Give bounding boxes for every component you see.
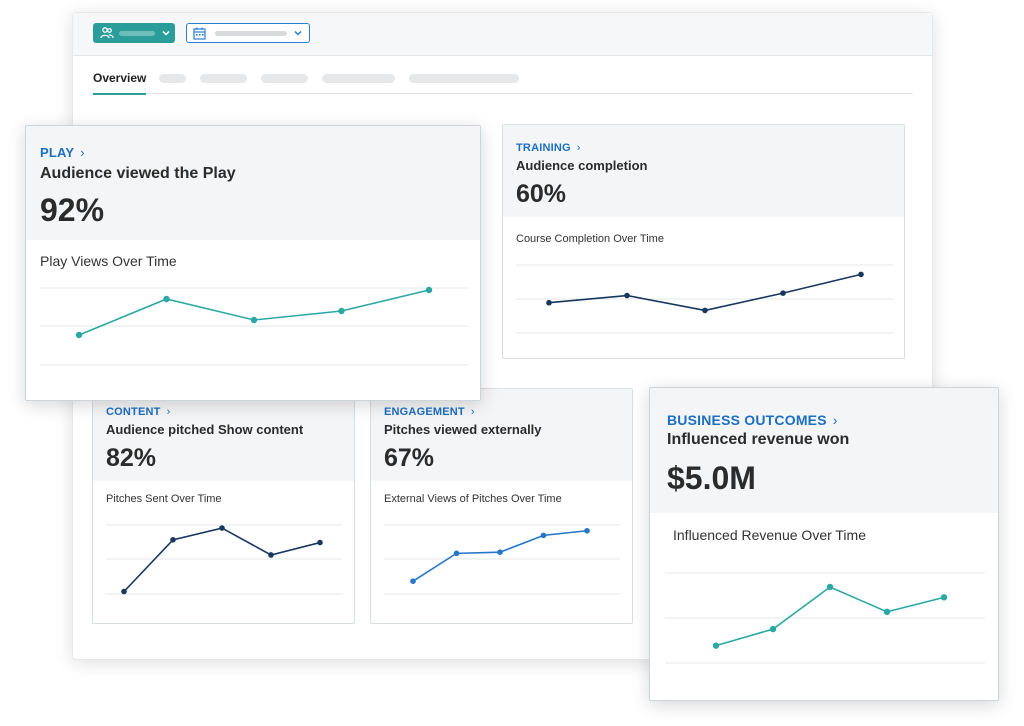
card-title: Pitches viewed externally [384, 422, 542, 437]
card-category-link[interactable]: PLAY › [40, 145, 85, 160]
line-chart [40, 286, 468, 366]
card-title: Audience completion [516, 158, 648, 173]
data-point[interactable] [826, 583, 834, 591]
data-point[interactable] [268, 552, 274, 558]
data-point[interactable] [883, 608, 891, 616]
card-category-link[interactable]: CONTENT › [106, 406, 170, 418]
line-chart [384, 524, 620, 595]
chevron-right-icon: › [470, 406, 475, 418]
chevron-right-icon: › [832, 412, 838, 428]
play-card[interactable]: PLAY › Audience viewed the Play 92% Play … [25, 125, 481, 401]
card-metric-value: $5.0M [667, 460, 756, 496]
card-title: Audience viewed the Play [40, 165, 236, 182]
data-point[interactable] [410, 578, 416, 584]
team-dropdown[interactable] [93, 23, 175, 43]
team-icon [100, 27, 114, 39]
data-point[interactable] [940, 594, 948, 601]
chevron-right-icon: › [80, 145, 85, 160]
data-point[interactable] [219, 525, 225, 531]
series-line [715, 586, 945, 647]
card-metric-value: 82% [106, 444, 157, 472]
category-label: TRAINING [516, 142, 571, 154]
chart-title: Influenced Revenue Over Time [673, 527, 866, 543]
tab-placeholder[interactable] [322, 74, 395, 83]
chevron-right-icon: › [166, 406, 171, 418]
tab-bar: Overview [93, 67, 913, 95]
data-point[interactable] [540, 532, 547, 539]
data-point[interactable] [584, 527, 590, 534]
calendar-icon [193, 27, 206, 40]
date-range-placeholder [215, 31, 287, 36]
data-point[interactable] [769, 625, 777, 633]
chevron-down-icon [294, 30, 302, 36]
card-category-link[interactable]: BUSINESS OUTCOMES › [667, 412, 838, 428]
tab-placeholder[interactable] [200, 74, 247, 83]
date-range-dropdown[interactable] [186, 23, 310, 43]
category-label: BUSINESS OUTCOMES [667, 412, 827, 428]
card-title: Influenced revenue won [667, 431, 850, 448]
card-category-link[interactable]: TRAINING › [516, 142, 581, 154]
content-card[interactable]: CONTENT › Audience pitched Show content 8… [92, 388, 355, 624]
training-card[interactable]: TRAINING › Audience completion 60% Course… [502, 124, 905, 359]
data-point[interactable] [425, 286, 433, 294]
card-category-link[interactable]: ENGAGEMENT › [384, 406, 475, 418]
chevron-down-icon [162, 30, 170, 36]
data-point[interactable] [317, 539, 323, 546]
card-metric-value: 60% [516, 180, 567, 208]
data-point[interactable] [170, 537, 176, 543]
card-metric-value: 92% [40, 192, 105, 228]
data-point[interactable] [121, 588, 127, 595]
data-point[interactable] [75, 331, 83, 339]
card-header [371, 389, 632, 481]
card-header [93, 389, 354, 481]
card-title: Audience pitched Show content [106, 422, 304, 437]
series-line [78, 289, 430, 336]
data-point[interactable] [250, 316, 258, 324]
category-label: ENGAGEMENT [384, 406, 465, 418]
data-point[interactable] [546, 299, 552, 306]
team-dropdown-placeholder [119, 31, 155, 36]
line-chart [665, 572, 985, 664]
card-header [503, 125, 904, 217]
data-point[interactable] [453, 550, 460, 557]
data-point[interactable] [780, 290, 786, 296]
chart-title: Course Completion Over Time [516, 233, 664, 245]
category-label: CONTENT [106, 406, 161, 418]
line-chart [516, 264, 893, 334]
data-point[interactable] [712, 642, 720, 649]
tab-placeholder[interactable] [159, 74, 186, 83]
data-point[interactable] [497, 549, 503, 555]
card-metric-value: 67% [384, 444, 435, 472]
series-line [548, 273, 862, 312]
series-line [412, 529, 588, 582]
chevron-right-icon: › [576, 142, 581, 154]
line-chart [106, 524, 342, 595]
data-point[interactable] [338, 307, 345, 315]
category-label: PLAY [40, 145, 75, 160]
card-header [650, 388, 998, 513]
business-outcomes-card[interactable]: BUSINESS OUTCOMES › Influenced revenue wo… [649, 387, 999, 701]
data-point[interactable] [163, 295, 170, 303]
series-line [123, 527, 321, 593]
card-header [26, 126, 480, 240]
data-point[interactable] [702, 307, 708, 314]
chart-title: Pitches Sent Over Time [106, 493, 222, 505]
tab-placeholder[interactable] [261, 74, 308, 83]
engagement-card[interactable]: ENGAGEMENT › Pitches viewed externally 67… [370, 388, 633, 624]
chart-title: Play Views Over Time [40, 253, 177, 269]
filter-bar [73, 13, 932, 56]
tab-placeholder[interactable] [409, 74, 519, 83]
tab-overview[interactable]: Overview [93, 71, 147, 95]
chart-title: External Views of Pitches Over Time [384, 493, 562, 505]
data-point[interactable] [858, 271, 864, 278]
data-point[interactable] [624, 292, 630, 299]
